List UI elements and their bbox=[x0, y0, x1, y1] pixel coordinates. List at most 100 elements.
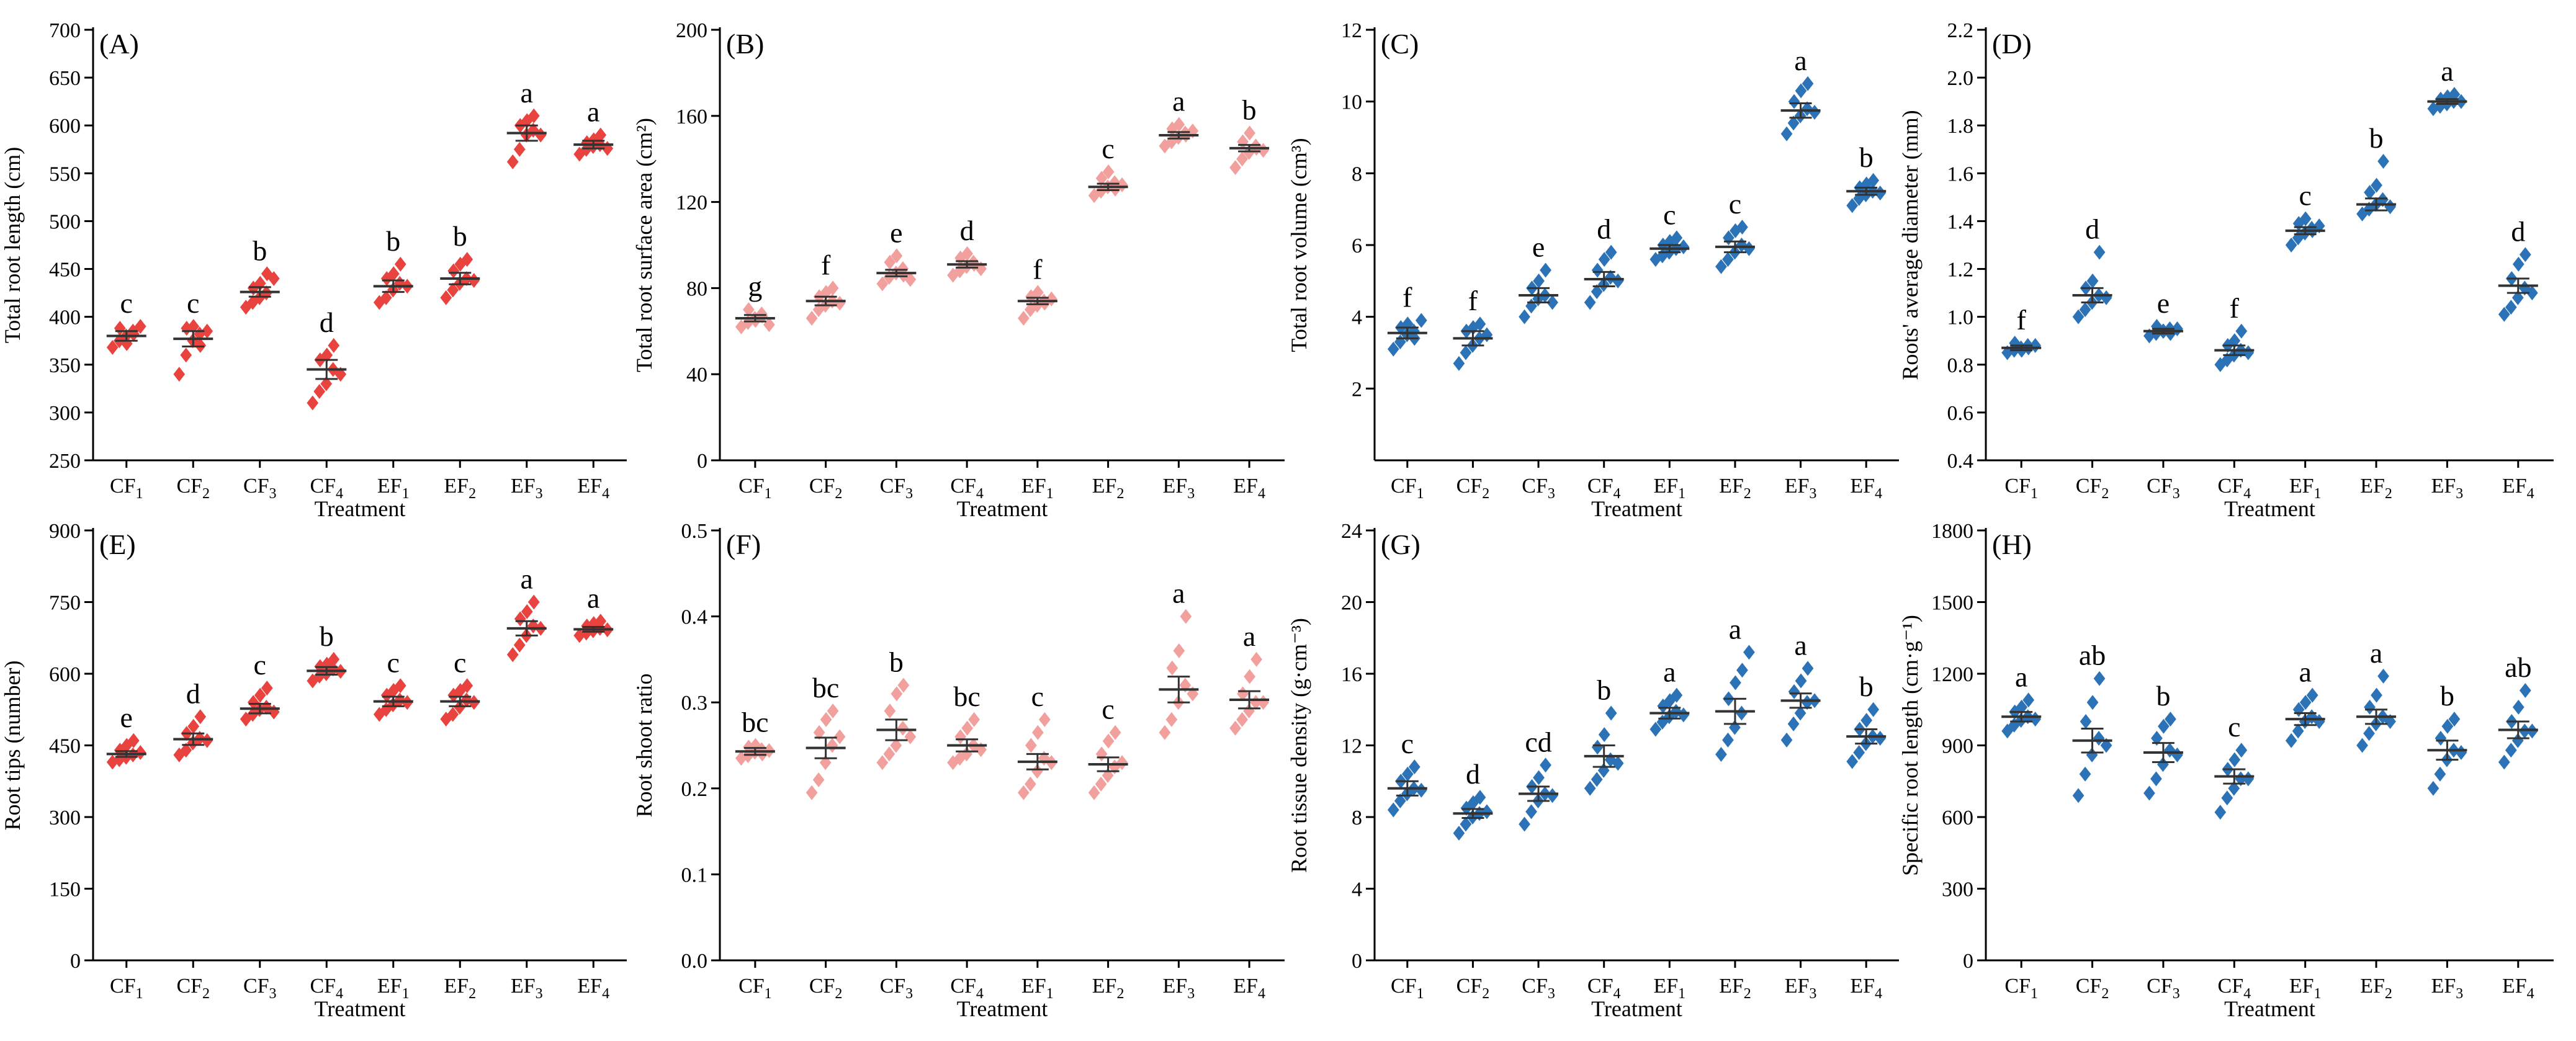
data-point bbox=[1387, 802, 1399, 818]
data-point bbox=[2384, 714, 2396, 729]
significance-letter: a bbox=[587, 582, 599, 614]
panel-label: (G) bbox=[1381, 529, 1420, 560]
significance-letter: a bbox=[521, 563, 533, 595]
x-tick-label: CF1 bbox=[2004, 975, 2038, 1002]
data-point bbox=[890, 738, 902, 753]
data-point bbox=[1723, 230, 1735, 246]
significance-letter: a bbox=[1663, 656, 1676, 688]
data-point bbox=[1664, 693, 1676, 708]
data-point bbox=[2377, 668, 2389, 684]
data-point bbox=[1453, 355, 1465, 371]
y-tick-label: 2 bbox=[1352, 378, 1362, 401]
data-point bbox=[2242, 771, 2255, 787]
significance-letter: c bbox=[1031, 681, 1044, 712]
y-tick-label: 0.3 bbox=[681, 692, 708, 715]
data-point bbox=[2306, 687, 2318, 703]
y-axis-title: Total root length (cm) bbox=[0, 147, 25, 343]
data-point bbox=[1591, 739, 1604, 755]
data-point bbox=[1656, 714, 1669, 730]
significance-letter: c bbox=[454, 646, 466, 678]
data-point bbox=[2235, 323, 2248, 339]
data-point bbox=[1460, 345, 1472, 360]
data-point bbox=[328, 651, 340, 667]
y-tick-label: 200 bbox=[676, 19, 707, 42]
y-tick-label: 16 bbox=[1341, 663, 1362, 686]
x-tick-label: CF2 bbox=[809, 975, 843, 1002]
data-point bbox=[2171, 747, 2183, 762]
significance-letter: c bbox=[187, 287, 199, 319]
data-point bbox=[1788, 94, 1800, 109]
data-point bbox=[2100, 290, 2112, 305]
data-point bbox=[2299, 211, 2312, 226]
significance-letter: c bbox=[2299, 180, 2311, 212]
data-point bbox=[513, 637, 526, 653]
significance-letter: bc bbox=[953, 681, 980, 712]
y-tick-label: 0.8 bbox=[1947, 354, 1974, 377]
x-tick-label: CF4 bbox=[310, 975, 343, 1002]
y-tick-label: 0 bbox=[70, 950, 81, 973]
x-axis-title: Treatment bbox=[1591, 996, 1682, 1021]
data-point bbox=[394, 678, 406, 694]
x-tick-label: EF2 bbox=[1092, 475, 1124, 502]
significance-letter: g bbox=[748, 270, 762, 302]
data-point bbox=[1591, 262, 1604, 278]
data-point bbox=[1032, 285, 1044, 300]
data-point bbox=[1649, 252, 1662, 267]
x-tick-label: CF4 bbox=[2218, 975, 2251, 1002]
data-point bbox=[2519, 247, 2531, 262]
data-point bbox=[1250, 651, 1262, 667]
x-tick-label: CF3 bbox=[2147, 975, 2180, 1002]
significance-letter: ab bbox=[2079, 640, 2106, 671]
y-tick-label: 12 bbox=[1341, 735, 1362, 758]
x-tick-label: EF3 bbox=[1785, 475, 1817, 502]
y-tick-label: 0 bbox=[1963, 950, 1973, 973]
data-point bbox=[2086, 273, 2099, 288]
x-tick-label: CF1 bbox=[110, 975, 143, 1002]
data-point bbox=[2313, 714, 2325, 729]
x-tick-label: CF2 bbox=[2076, 975, 2109, 1002]
data-point bbox=[2214, 805, 2227, 820]
y-tick-label: 300 bbox=[49, 402, 81, 425]
data-point bbox=[884, 254, 896, 270]
data-point bbox=[1598, 252, 1610, 267]
significance-letter: b bbox=[253, 235, 267, 266]
data-point bbox=[1612, 273, 1624, 288]
data-point bbox=[2016, 699, 2028, 715]
data-point bbox=[2441, 89, 2454, 104]
significance-letter: b bbox=[320, 620, 334, 652]
y-tick-label: 1200 bbox=[1931, 663, 1973, 686]
data-point bbox=[313, 383, 326, 399]
data-point bbox=[1415, 782, 1427, 798]
data-point bbox=[2228, 780, 2240, 796]
data-point bbox=[2448, 712, 2461, 727]
x-tick-label: CF3 bbox=[243, 475, 277, 502]
significance-letter: a bbox=[2015, 661, 2027, 692]
data-point bbox=[2150, 771, 2162, 787]
significance-letter: c bbox=[1663, 199, 1676, 230]
data-point bbox=[1780, 732, 1793, 748]
data-point bbox=[1088, 785, 1100, 800]
panel-label: (A) bbox=[99, 28, 139, 60]
x-tick-label: CF1 bbox=[2004, 475, 2038, 502]
data-point bbox=[1102, 164, 1115, 180]
y-tick-label: 300 bbox=[1942, 878, 1973, 901]
data-point bbox=[1116, 755, 1128, 771]
y-tick-label: 450 bbox=[49, 259, 81, 282]
data-point bbox=[1018, 310, 1030, 326]
data-point bbox=[827, 704, 839, 719]
data-point bbox=[2434, 99, 2446, 114]
data-point bbox=[806, 785, 818, 800]
data-point bbox=[461, 252, 473, 267]
data-point bbox=[2292, 216, 2305, 231]
significance-letter: c bbox=[120, 287, 133, 319]
x-tick-label: EF2 bbox=[444, 975, 476, 1002]
data-point bbox=[1656, 248, 1669, 264]
data-point bbox=[1795, 83, 1807, 99]
y-tick-label: 0 bbox=[697, 450, 707, 473]
data-point bbox=[328, 337, 340, 353]
data-point bbox=[2292, 723, 2304, 739]
data-point bbox=[2080, 714, 2092, 729]
data-point bbox=[1736, 705, 1748, 721]
significance-letter: a bbox=[1794, 629, 1806, 661]
